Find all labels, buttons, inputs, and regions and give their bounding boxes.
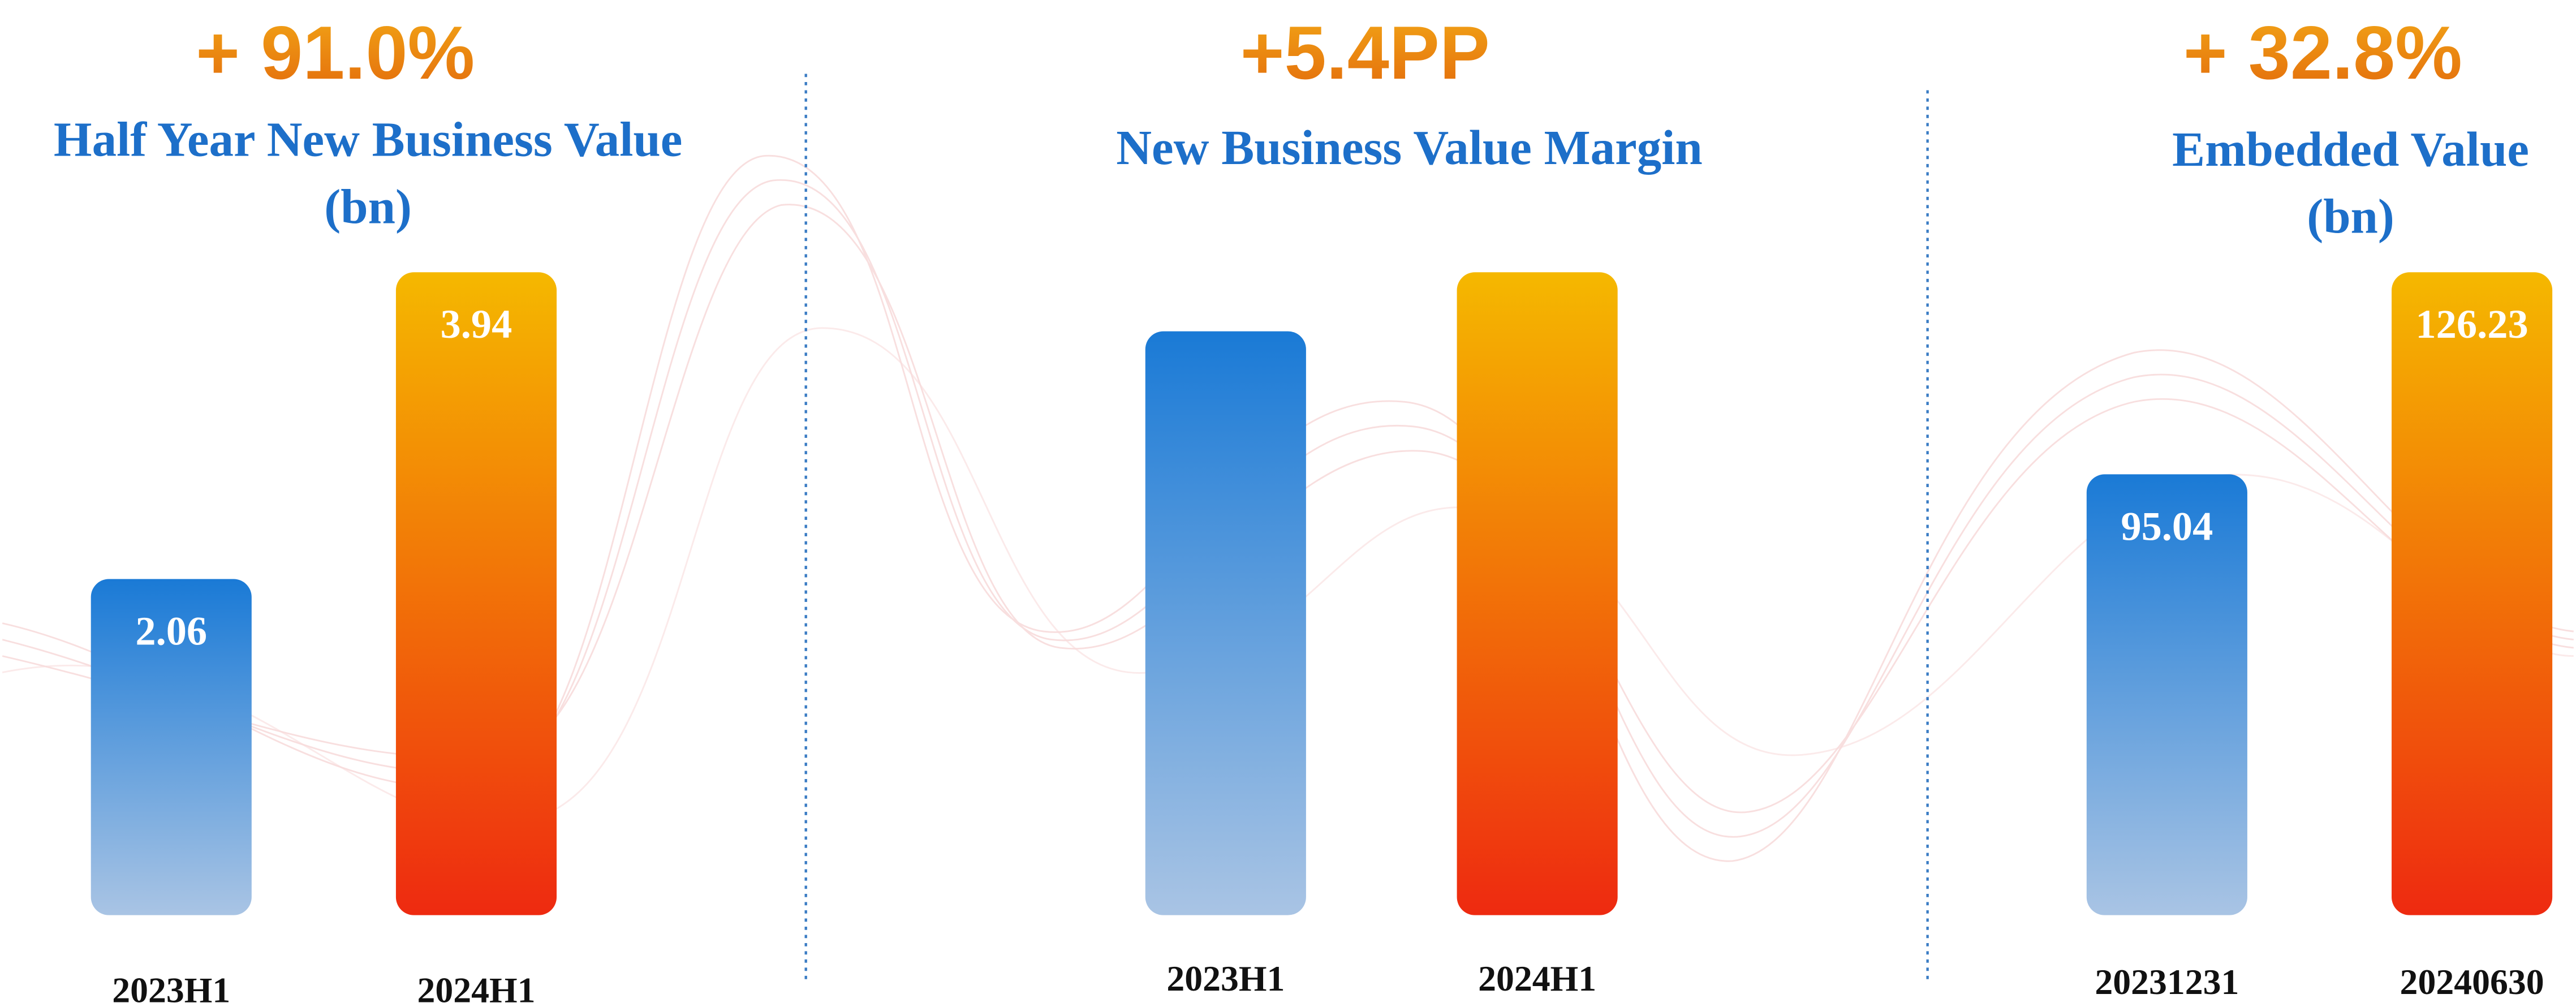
bar <box>1145 331 1306 915</box>
x-tick-label: 20231231 <box>2095 962 2239 1002</box>
x-tick-label: 2023H1 <box>1166 958 1285 999</box>
x-tick-label: 2024H1 <box>417 970 535 1007</box>
bar <box>1457 272 1618 915</box>
chart-unit: (bn) <box>2307 189 2394 244</box>
x-tick-label: 2023H1 <box>112 970 230 1007</box>
chart-title: Embedded Value <box>2172 122 2529 177</box>
x-tick-label: 2024H1 <box>1478 958 1596 999</box>
chart-unit: (bn) <box>324 179 412 234</box>
x-tick-label: 20240630 <box>2400 962 2544 1002</box>
bar <box>395 272 557 915</box>
bar <box>91 579 252 915</box>
change-headline: + 32.8% <box>2183 11 2462 95</box>
bar <box>2392 272 2553 915</box>
change-headline: +5.4PP <box>1240 11 1490 95</box>
value-label: 126.23 <box>2415 301 2528 347</box>
value-label: 2.06 <box>135 608 207 653</box>
chart-title: New Business Value Margin <box>1116 120 1703 175</box>
chart-title: Half Year New Business Value <box>54 111 682 166</box>
change-headline: + 91.0% <box>196 11 475 95</box>
value-label: 3.94 <box>441 301 512 347</box>
value-label: 95.04 <box>2121 503 2213 549</box>
bar <box>2086 474 2247 915</box>
